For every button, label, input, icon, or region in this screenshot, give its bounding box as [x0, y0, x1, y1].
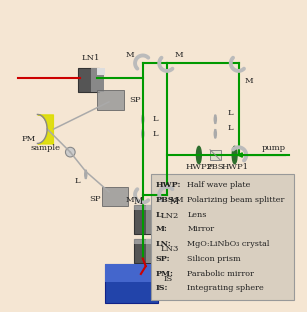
Bar	[134, 239, 155, 244]
Text: SP: SP	[129, 96, 141, 104]
Text: SP:: SP:	[155, 255, 170, 263]
Polygon shape	[97, 90, 124, 110]
Text: PBS: PBS	[207, 163, 224, 171]
Text: IS:: IS:	[155, 284, 168, 292]
Bar	[134, 205, 155, 234]
Text: L: L	[228, 110, 234, 117]
Bar	[134, 205, 155, 210]
Text: PBS:: PBS:	[155, 196, 177, 204]
Text: M: M	[134, 197, 143, 206]
Text: L: L	[153, 115, 158, 123]
Text: Polarizing beam splitter: Polarizing beam splitter	[187, 196, 285, 204]
Text: HWP1: HWP1	[221, 163, 248, 171]
Bar	[210, 150, 221, 160]
Bar	[134, 239, 155, 263]
Text: L:: L:	[155, 211, 164, 219]
Text: M: M	[244, 76, 253, 85]
Text: HWP:: HWP:	[155, 181, 181, 189]
Bar	[78, 68, 99, 92]
Text: MgO:LiNbO₃ crystal: MgO:LiNbO₃ crystal	[187, 240, 270, 248]
Bar	[150, 174, 293, 300]
Text: LN:: LN:	[155, 240, 171, 248]
Text: Half wave plate: Half wave plate	[187, 181, 251, 189]
Text: M: M	[126, 197, 134, 204]
Text: L: L	[228, 124, 234, 132]
Circle shape	[65, 147, 75, 157]
Text: Silicon prism: Silicon prism	[187, 255, 241, 263]
Text: L: L	[153, 130, 158, 138]
Text: LN2: LN2	[160, 212, 178, 220]
Text: pump: pump	[262, 144, 286, 152]
Text: Lens: Lens	[187, 211, 207, 219]
Text: M: M	[170, 197, 179, 206]
Text: PM: PM	[22, 134, 36, 143]
Bar	[105, 264, 158, 282]
Text: LN3: LN3	[160, 245, 179, 253]
Ellipse shape	[196, 146, 201, 164]
Text: LN1: LN1	[81, 54, 100, 62]
Bar	[146, 239, 155, 263]
Bar	[105, 264, 158, 303]
Text: Mirror: Mirror	[187, 225, 214, 233]
Bar	[146, 205, 155, 234]
Text: L: L	[74, 177, 80, 185]
Bar	[97, 68, 105, 75]
Text: SP: SP	[89, 195, 100, 202]
Ellipse shape	[232, 146, 237, 164]
Text: HWP2: HWP2	[185, 163, 212, 171]
Text: Parabolic mirror: Parabolic mirror	[187, 270, 254, 278]
Polygon shape	[102, 187, 128, 206]
Text: M: M	[175, 197, 183, 204]
Text: M: M	[175, 51, 183, 60]
Text: IS: IS	[163, 275, 172, 283]
Text: PM:: PM:	[155, 270, 173, 278]
Text: sample: sample	[31, 144, 60, 152]
Text: M:: M:	[155, 225, 167, 233]
Bar	[91, 68, 104, 92]
Text: Integrating sphere: Integrating sphere	[187, 284, 264, 292]
Text: M: M	[126, 51, 134, 60]
